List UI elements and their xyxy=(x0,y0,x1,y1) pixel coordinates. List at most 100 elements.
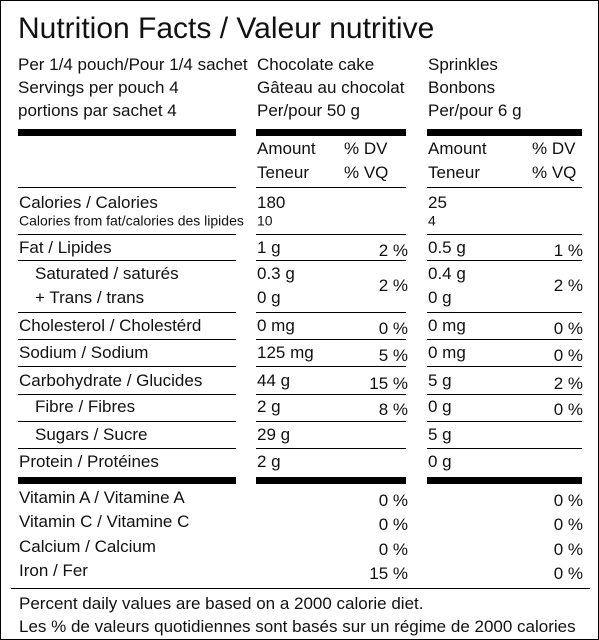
daily-value: 0 % xyxy=(553,400,583,419)
nutrient-label: Saturated / saturés xyxy=(35,264,179,283)
footnote: Percent daily values are based on a 2000… xyxy=(19,594,424,613)
amount: 0.5 g xyxy=(428,238,466,257)
amount: 0.3 g xyxy=(257,264,295,283)
nutrient-label: Fibre / Fibres xyxy=(35,397,136,416)
rule xyxy=(18,448,236,449)
nutrient-label: Protein / Protéines xyxy=(19,452,159,471)
amount: 5 g xyxy=(428,425,452,444)
rule xyxy=(427,394,582,395)
nutrient-label: Cholesterol / Cholestérd xyxy=(19,316,202,335)
nutrient-label: Calories from fat/calories des lipides xyxy=(19,212,244,229)
amount: 1 g xyxy=(257,238,281,257)
rule xyxy=(427,477,582,484)
amount: 0 mg xyxy=(428,316,466,335)
amount: 0 mg xyxy=(257,316,295,335)
rule xyxy=(427,234,582,235)
amount: 0 g xyxy=(428,452,452,471)
rule xyxy=(427,366,582,367)
daily-value: 0 % xyxy=(553,491,583,510)
column-per: Per/pour 6 g xyxy=(428,101,522,120)
nutrient-label: Calories / Calories xyxy=(19,193,158,212)
daily-value: 5 % xyxy=(378,346,408,365)
rule xyxy=(18,394,236,395)
daily-value: 2 % xyxy=(378,276,408,295)
amount: 10 xyxy=(257,212,273,229)
amount: 0 g xyxy=(257,288,281,307)
column-name-fr: Bonbons xyxy=(428,78,496,97)
amount: 2 g xyxy=(257,397,281,416)
column-per: Per/pour 50 g xyxy=(257,101,361,120)
rule xyxy=(256,339,406,340)
rule xyxy=(427,129,582,136)
daily-value: 2 % xyxy=(553,374,583,393)
column-name: Sprinkles xyxy=(428,55,498,74)
rule xyxy=(256,366,406,367)
nutrient-label: Sodium / Sodium xyxy=(19,343,149,362)
column-header: % DV xyxy=(344,139,388,158)
daily-value: 2 % xyxy=(378,241,408,260)
rule xyxy=(427,260,582,261)
rule xyxy=(256,234,406,235)
rule xyxy=(256,312,406,313)
daily-value: 0 % xyxy=(378,319,408,338)
daily-value: 15 % xyxy=(369,563,408,583)
daily-value: 0 % xyxy=(553,563,583,583)
rule xyxy=(256,394,406,395)
amount: 180 xyxy=(257,193,286,212)
nutrient-label: Sugars / Sucre xyxy=(35,425,148,444)
rule xyxy=(18,339,236,340)
rule xyxy=(18,366,236,367)
rule xyxy=(256,448,406,449)
rule xyxy=(18,260,236,261)
rule xyxy=(11,588,590,589)
amount: 25 xyxy=(428,193,447,212)
amount: 5 g xyxy=(428,371,452,390)
column-header: % VQ xyxy=(532,163,577,182)
column-name-fr: Gâteau au chocolat xyxy=(257,78,405,97)
rule xyxy=(256,260,406,261)
column-name: Chocolate cake xyxy=(257,55,375,74)
serving-info: Servings per pouch 4 xyxy=(18,78,179,97)
amount: 29 g xyxy=(257,425,291,444)
rule xyxy=(256,129,406,136)
rule xyxy=(18,129,236,136)
rule xyxy=(427,448,582,449)
rule xyxy=(18,187,236,188)
daily-value: 1 % xyxy=(553,241,583,260)
amount: 4 xyxy=(428,212,436,229)
rule xyxy=(18,421,236,422)
daily-value: 0 % xyxy=(378,491,408,510)
column-header: Teneur xyxy=(428,163,480,182)
daily-value: 0 % xyxy=(553,539,583,559)
amount: 0 mg xyxy=(428,343,466,362)
rule xyxy=(427,421,582,422)
vitamin-label: Vitamin C / Vitamine C xyxy=(19,512,190,532)
title: Nutrition Facts / Valeur nutritive xyxy=(18,12,435,45)
vitamin-label: Vitamin A / Vitamine A xyxy=(19,488,185,507)
daily-value: 0 % xyxy=(378,539,408,559)
nutrient-label: Fat / Lipides xyxy=(19,238,112,257)
amount: 0.4 g xyxy=(428,264,466,283)
serving-info: portions par sachet 4 xyxy=(18,101,177,120)
daily-value: 2 % xyxy=(553,276,583,295)
column-header: Amount xyxy=(428,139,487,158)
daily-value: 0 % xyxy=(553,515,583,535)
rule xyxy=(427,312,582,313)
amount: 125 mg xyxy=(257,343,314,362)
rule xyxy=(18,234,236,235)
column-header: Teneur xyxy=(257,163,309,182)
rule xyxy=(256,187,406,188)
rule xyxy=(18,312,236,313)
rule xyxy=(256,477,406,484)
column-header: Amount xyxy=(257,139,316,158)
amount: 0 g xyxy=(428,288,452,307)
amount: 0 g xyxy=(428,397,452,416)
rule xyxy=(18,477,236,484)
daily-value: 0 % xyxy=(553,319,583,338)
amount: 44 g xyxy=(257,371,291,390)
nutrient-label: Carbohydrate / Glucides xyxy=(19,371,203,390)
serving-info: Per 1/4 pouch/Pour 1/4 sachet xyxy=(18,55,248,74)
footnote: Les % de valeurs quotidiennes sont basés… xyxy=(19,617,576,636)
vitamin-label: Iron / Fer xyxy=(19,560,88,580)
